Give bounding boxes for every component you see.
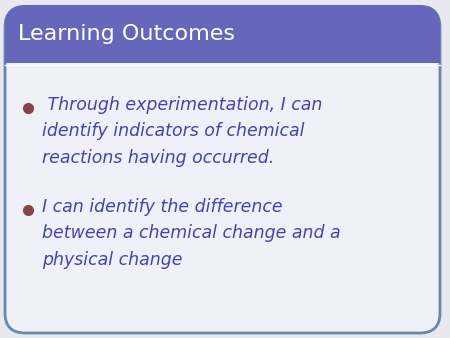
Text: Through experimentation, I can
identify indicators of chemical
reactions having : Through experimentation, I can identify …	[42, 96, 322, 167]
Text: I can identify the difference
between a chemical change and a
physical change: I can identify the difference between a …	[42, 198, 341, 269]
FancyBboxPatch shape	[5, 5, 440, 63]
Text: Learning Outcomes: Learning Outcomes	[18, 24, 235, 44]
FancyBboxPatch shape	[5, 7, 440, 333]
Bar	[5, 34, 440, 63]
